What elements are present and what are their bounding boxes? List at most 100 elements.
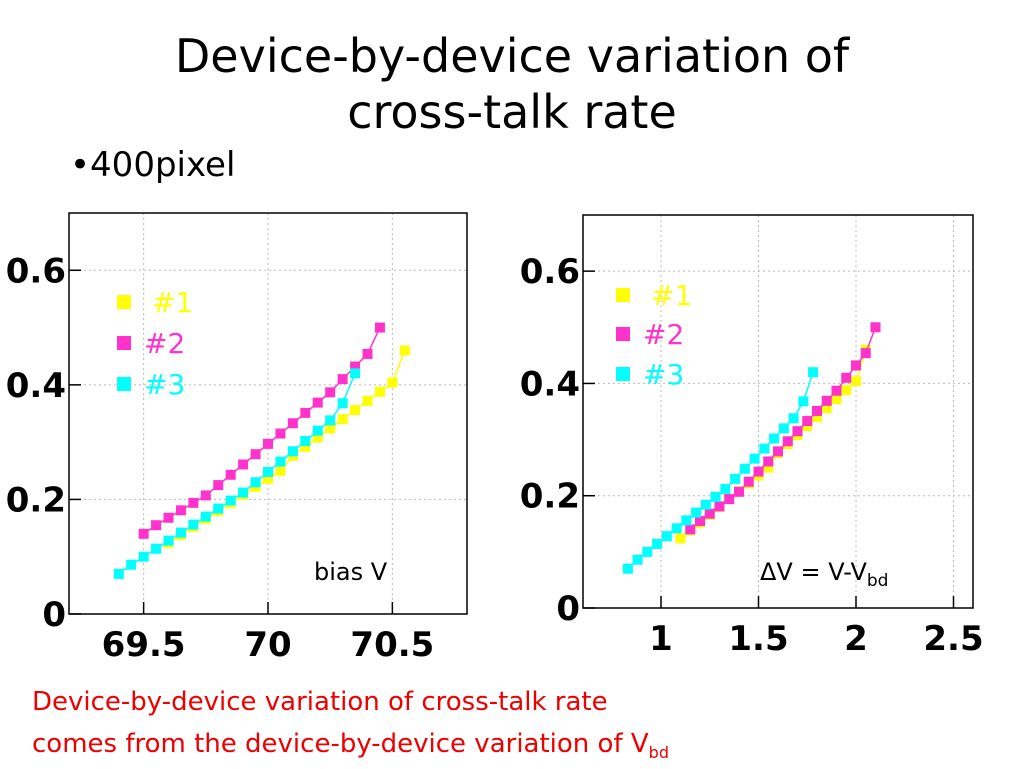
- data-point-series-3: [225, 495, 236, 506]
- data-point-series-3: [808, 367, 819, 378]
- data-point-series-2: [163, 512, 174, 523]
- plot-frame: [582, 214, 974, 609]
- data-point-series-2: [263, 438, 273, 449]
- data-point-series-3: [200, 511, 211, 522]
- data-point-series-1: [350, 405, 361, 416]
- slide-title-line2: cross-talk rate: [347, 85, 677, 139]
- bullet-text: •400pixel: [70, 145, 236, 185]
- y-tick-label: 0.2: [6, 480, 66, 520]
- data-point-series-3: [213, 503, 224, 514]
- x-axis-label: bias V: [314, 558, 388, 586]
- data-point-series-2: [763, 456, 774, 467]
- caption-line2: comes from the device-by-device variatio…: [32, 728, 669, 769]
- data-point-series-3: [287, 446, 298, 457]
- y-tick-label: 0.4: [520, 364, 580, 404]
- data-point-series-1: [325, 423, 336, 434]
- data-point-series-1: [821, 403, 832, 414]
- data-point-series-2: [792, 426, 803, 437]
- data-point-series-2: [714, 501, 725, 512]
- data-point-series-1: [362, 395, 373, 406]
- y-tick-label: 0: [42, 595, 66, 635]
- data-point-series-2: [337, 374, 348, 385]
- data-point-series-3: [769, 433, 780, 444]
- data-point-series-1: [802, 421, 813, 432]
- data-point-series-2: [821, 395, 832, 406]
- data-point-series-3: [275, 456, 286, 467]
- data-point-series-1: [300, 441, 311, 452]
- data-point-series-3: [175, 527, 186, 538]
- data-point-series-1: [275, 465, 286, 476]
- data-point-series-2: [238, 459, 249, 470]
- data-point-series-1: [851, 376, 861, 387]
- legend-marker-2: [117, 336, 131, 350]
- data-point-series-3: [263, 466, 273, 477]
- data-point-series-2: [350, 361, 361, 372]
- data-point-series-2: [704, 508, 715, 519]
- data-point-series-3: [710, 491, 721, 502]
- data-point-series-3: [312, 425, 323, 436]
- data-point-series-3: [325, 415, 336, 426]
- data-point-series-3: [300, 435, 311, 446]
- slide-title: Device-by-device variation of cross-talk…: [0, 28, 1024, 140]
- x-axis-label-main: ΔV = V-V: [760, 558, 867, 586]
- data-point-series-3: [778, 423, 789, 434]
- data-point-series-2: [831, 385, 842, 396]
- legend-marker-3: [117, 377, 131, 391]
- data-point-series-2: [287, 418, 298, 429]
- data-point-series-2: [870, 322, 881, 333]
- data-point-series-1: [374, 386, 385, 397]
- data-point-series-2: [812, 405, 822, 416]
- data-point-series-3: [250, 477, 261, 488]
- y-tick-label: 0: [556, 589, 580, 629]
- data-point-series-2: [275, 428, 286, 439]
- legend-label-1: #1: [651, 279, 692, 312]
- data-point-series-2: [851, 360, 861, 371]
- x-tick-label: 2.5: [923, 619, 983, 659]
- data-point-series-3: [163, 535, 174, 546]
- data-point-series-3: [730, 473, 741, 484]
- data-point-series-3: [739, 463, 750, 474]
- slide-title-line1: Device-by-device variation of: [174, 29, 850, 83]
- data-point-series-2: [695, 515, 705, 526]
- x-tick-label: 70.5: [350, 625, 434, 665]
- legend-marker-2: [616, 327, 630, 341]
- data-point-series-3: [350, 368, 361, 379]
- data-point-series-3: [652, 538, 663, 549]
- data-point-series-2: [782, 436, 793, 447]
- data-point-series-3: [126, 559, 137, 570]
- x-tick-label: 69.5: [102, 625, 186, 665]
- caption-line1: Device-by-device variation of cross-talk…: [32, 687, 608, 717]
- data-point-series-3: [720, 483, 731, 494]
- data-point-series-3: [113, 568, 124, 579]
- caption-line2-main: comes from the device-by-device variatio…: [32, 729, 649, 759]
- caption-line2-sub: bd: [648, 743, 669, 763]
- data-point-series-1: [387, 377, 398, 388]
- data-point-series-3: [632, 554, 643, 565]
- data-point-series-2: [773, 446, 783, 457]
- data-point-series-1: [675, 533, 686, 544]
- legend-label-2: #2: [144, 327, 185, 360]
- data-point-series-3: [622, 563, 633, 574]
- data-point-series-1: [763, 462, 774, 473]
- y-tick-label: 0.2: [520, 477, 580, 517]
- data-point-series-1: [263, 473, 273, 484]
- y-tick-label: 0.6: [6, 251, 66, 291]
- data-point-series-2: [860, 348, 871, 359]
- data-point-series-3: [238, 487, 249, 498]
- data-point-series-2: [685, 524, 696, 535]
- data-point-series-3: [138, 551, 149, 562]
- data-point-series-3: [681, 515, 692, 526]
- data-point-series-1: [399, 345, 410, 356]
- x-axis-label: ΔV = V-Vbd: [760, 558, 888, 591]
- data-point-series-2: [188, 497, 199, 508]
- data-point-series-2: [325, 387, 336, 398]
- chart-1: 69.5 70 70.5 0 0.2 0.4 0.6 #1 #2 #3 bias V: [6, 212, 468, 665]
- chart-2: 1 1.5 2 2.5 0 0.2 0.4 0.6 #1 #2 #3 ΔV = V-Vbd: [520, 214, 984, 659]
- data-point-series-2: [151, 520, 162, 531]
- data-point-series-2: [200, 490, 211, 501]
- legend-marker-3: [616, 367, 630, 381]
- data-point-series-2: [250, 449, 261, 460]
- legend-label-2: #2: [643, 318, 684, 351]
- data-point-series-2: [734, 486, 744, 497]
- data-point-series-2: [213, 480, 224, 491]
